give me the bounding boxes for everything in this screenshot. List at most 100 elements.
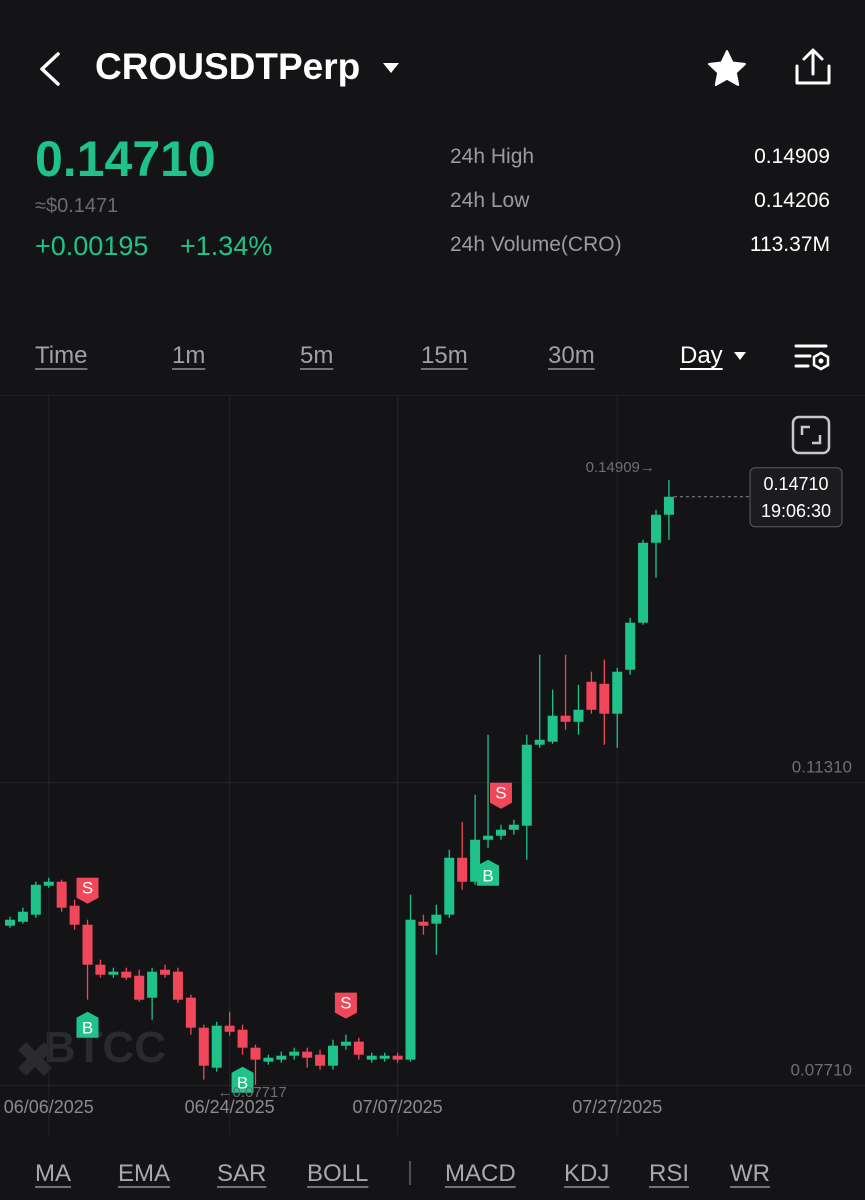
candle-body — [237, 1029, 248, 1048]
candle-body — [521, 744, 532, 826]
candle-body — [418, 921, 429, 926]
candle-body — [625, 622, 636, 670]
candle-body — [547, 715, 558, 742]
favorite-button[interactable] — [706, 48, 748, 88]
candle-body — [43, 881, 54, 886]
trade-badge — [231, 1066, 254, 1093]
candle-body — [328, 1045, 338, 1066]
candle-body — [457, 857, 468, 882]
last-price-time: 19:06:30 — [761, 501, 831, 521]
candle-body — [134, 975, 145, 1000]
timeframe-tab[interactable]: Day — [680, 342, 723, 369]
candle-body — [405, 919, 416, 1060]
timeframe-tab[interactable]: 5m — [300, 342, 334, 369]
trade-marker: S — [76, 877, 99, 904]
candle-body — [276, 1055, 287, 1060]
indicator-tab[interactable]: MACD — [445, 1160, 516, 1187]
candle-body — [250, 1047, 261, 1060]
indicator-tab[interactable]: WR — [730, 1160, 770, 1187]
candle-body — [30, 884, 41, 915]
candle-body — [392, 1055, 403, 1060]
candle-body — [638, 542, 649, 623]
last-price: 0.14710 — [35, 131, 216, 187]
x-tick-label: 06/24/2025 — [185, 1097, 275, 1117]
stat-label: 24h Low — [450, 189, 530, 212]
last-price-label: 0.14710 — [763, 474, 828, 494]
chart-settings[interactable] — [794, 342, 832, 374]
candle-body — [224, 1025, 235, 1032]
candle-body — [198, 1027, 209, 1066]
candle-body — [56, 881, 67, 908]
candle-body — [263, 1057, 274, 1062]
candle-body — [495, 829, 506, 836]
timeframe-tab[interactable]: 15m — [421, 342, 468, 369]
candle-body — [5, 919, 15, 926]
candle-body — [147, 971, 158, 998]
symbol-dropdown[interactable] — [380, 60, 402, 76]
candle-body — [185, 997, 196, 1028]
candle-body — [289, 1051, 300, 1056]
candle-body — [444, 857, 455, 915]
x-tick-label: 06/06/2025 — [4, 1097, 94, 1117]
x-tick-label: 07/07/2025 — [353, 1097, 443, 1117]
candle-body — [379, 1055, 390, 1059]
candle-body — [302, 1051, 313, 1058]
candlestick-chart: BTCC 0.07710 0.11310 06/06/2025 06/24/2025 0… — [0, 395, 865, 1135]
candle-body — [366, 1055, 377, 1060]
trade-badge — [489, 782, 512, 809]
candle-body — [534, 739, 545, 745]
candle-body — [211, 1025, 222, 1068]
candle-body — [82, 924, 93, 965]
indicator-bar — [409, 1161, 411, 1185]
candle-body — [108, 971, 119, 975]
indicator-tab[interactable]: BOLL — [307, 1160, 369, 1187]
candle-body — [172, 971, 183, 1000]
stat-value: 113.37M — [749, 233, 830, 256]
candle-body — [340, 1041, 351, 1046]
usd-price: ≈$0.1471 — [35, 195, 119, 217]
trade-marker: B — [76, 1011, 99, 1038]
candle-body — [651, 514, 661, 543]
timeframe-tab[interactable]: 1m — [172, 342, 206, 369]
candle-body — [17, 911, 28, 922]
indicator-tab[interactable]: RSI — [649, 1160, 690, 1187]
candle-body — [508, 824, 519, 830]
indicator-tab[interactable]: KDJ — [564, 1160, 610, 1187]
low-annotation: ←0.07717 — [217, 1084, 286, 1101]
price-change-percent: +1.34% — [180, 231, 273, 261]
trade-marker: B — [477, 859, 500, 886]
stat-label: 24h High — [450, 145, 535, 168]
timeframe-tab[interactable]: Time — [35, 342, 88, 369]
watermark-logo — [18, 1042, 52, 1076]
y-tick-label: 0.11310 — [792, 758, 852, 777]
trade-label: B — [237, 1074, 248, 1093]
indicator-tab[interactable]: EMA — [118, 1160, 171, 1187]
trade-marker: S — [489, 782, 512, 809]
trade-label: S — [340, 994, 351, 1013]
candle-body — [95, 964, 106, 975]
price-change: +0.00195 — [35, 231, 149, 261]
timeframe-tab[interactable]: 30m — [548, 342, 595, 369]
back-button[interactable] — [36, 50, 66, 88]
last-price-box — [749, 467, 843, 528]
indicator-tab[interactable]: MA — [35, 1160, 71, 1187]
candle-body — [353, 1041, 364, 1055]
candle-body — [470, 839, 481, 882]
timeframe-dropdown[interactable] — [732, 350, 748, 362]
trade-badge — [477, 859, 500, 886]
stat-value: 0.14909 — [754, 145, 830, 168]
candle-body — [69, 905, 80, 925]
trade-marker: S — [334, 992, 357, 1019]
trade-label: S — [82, 879, 93, 898]
symbol[interactable]: CROUSDTPerp — [95, 46, 361, 87]
indicator-tab[interactable]: SAR — [217, 1160, 267, 1187]
y-tick-label: 0.07710 — [791, 1060, 852, 1079]
fullscreen-button[interactable] — [791, 415, 831, 455]
share-button[interactable] — [792, 46, 834, 88]
candle-body — [431, 914, 442, 924]
trade-label: S — [495, 784, 506, 803]
candle-body — [121, 971, 132, 978]
candle-body — [599, 683, 610, 714]
candle-body — [483, 835, 494, 840]
